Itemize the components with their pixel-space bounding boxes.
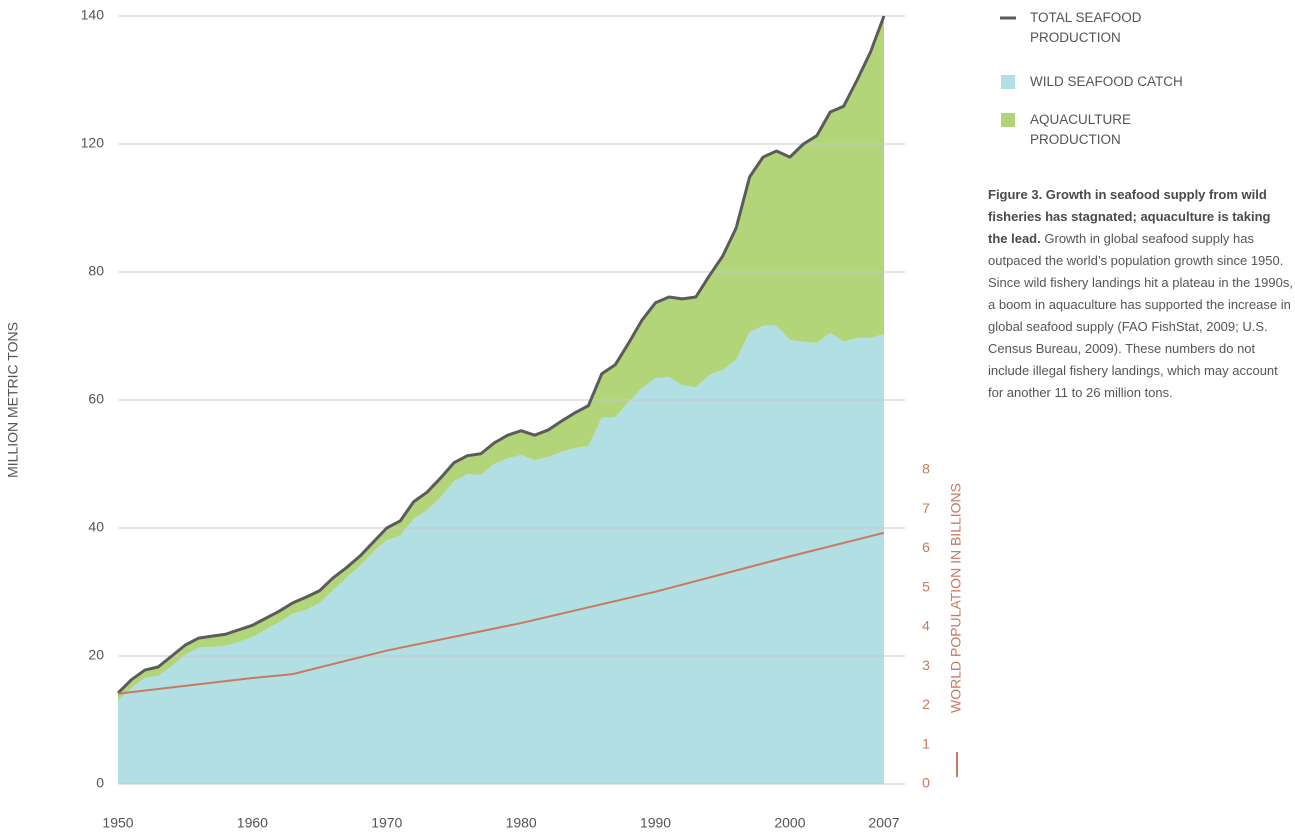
- caption-bold: Figure 3. Growth in seafood supply from …: [988, 187, 1271, 246]
- y2-tick-label: 0: [922, 775, 930, 791]
- x-tick-label: 1990: [640, 815, 671, 831]
- y2-tick-label: 7: [922, 500, 930, 516]
- y-tick-label: 40: [88, 519, 104, 535]
- x-tick-label: 1960: [237, 815, 268, 831]
- y-tick-label: 120: [81, 135, 105, 151]
- legend-label: WILD SEAFOOD CATCH: [1030, 74, 1183, 89]
- y2-tick-label: 4: [922, 618, 930, 634]
- population-line: [117, 531, 885, 695]
- caption-text: Growth in global seafood supply has outp…: [988, 231, 1293, 400]
- x-tick-label: 2007: [868, 815, 899, 831]
- area-wild: [118, 325, 884, 784]
- legend-label: TOTAL SEAFOOD PRODUCTION: [1030, 10, 1142, 45]
- y-tick-label: 80: [88, 263, 104, 279]
- y-tick-label: 20: [88, 647, 104, 663]
- y2-tick-label: 5: [922, 578, 930, 594]
- total-line: [116, 15, 886, 695]
- y2-tick-label: 6: [922, 539, 930, 555]
- y2-tick-label: 2: [922, 696, 930, 712]
- y-tick-label: 0: [96, 775, 104, 791]
- x-tick-label: 1970: [371, 815, 402, 831]
- y-tick-label: 60: [88, 391, 104, 407]
- caption: Figure 3. Growth in seafood supply from …: [988, 184, 1293, 404]
- y2-tick-label: 8: [922, 461, 930, 477]
- y2-tick-label: 1: [922, 735, 930, 751]
- y-axis-label: MILLION METRIC TONS: [5, 322, 21, 478]
- y2-axis-label: WORLD POPULATION IN BILLIONS: [948, 483, 964, 713]
- x-tick-label: 1950: [102, 815, 133, 831]
- x-tick-label: 2000: [774, 815, 805, 831]
- y-tick-label: 140: [81, 7, 105, 23]
- x-tick-label: 1980: [506, 815, 537, 831]
- y2-tick-label: 3: [922, 657, 930, 673]
- area-aquaculture: [118, 16, 884, 701]
- legend-label: AQUACULTURE PRODUCTION: [1030, 112, 1132, 147]
- legend-swatch: [1001, 75, 1015, 89]
- legend-swatch: [1001, 113, 1015, 127]
